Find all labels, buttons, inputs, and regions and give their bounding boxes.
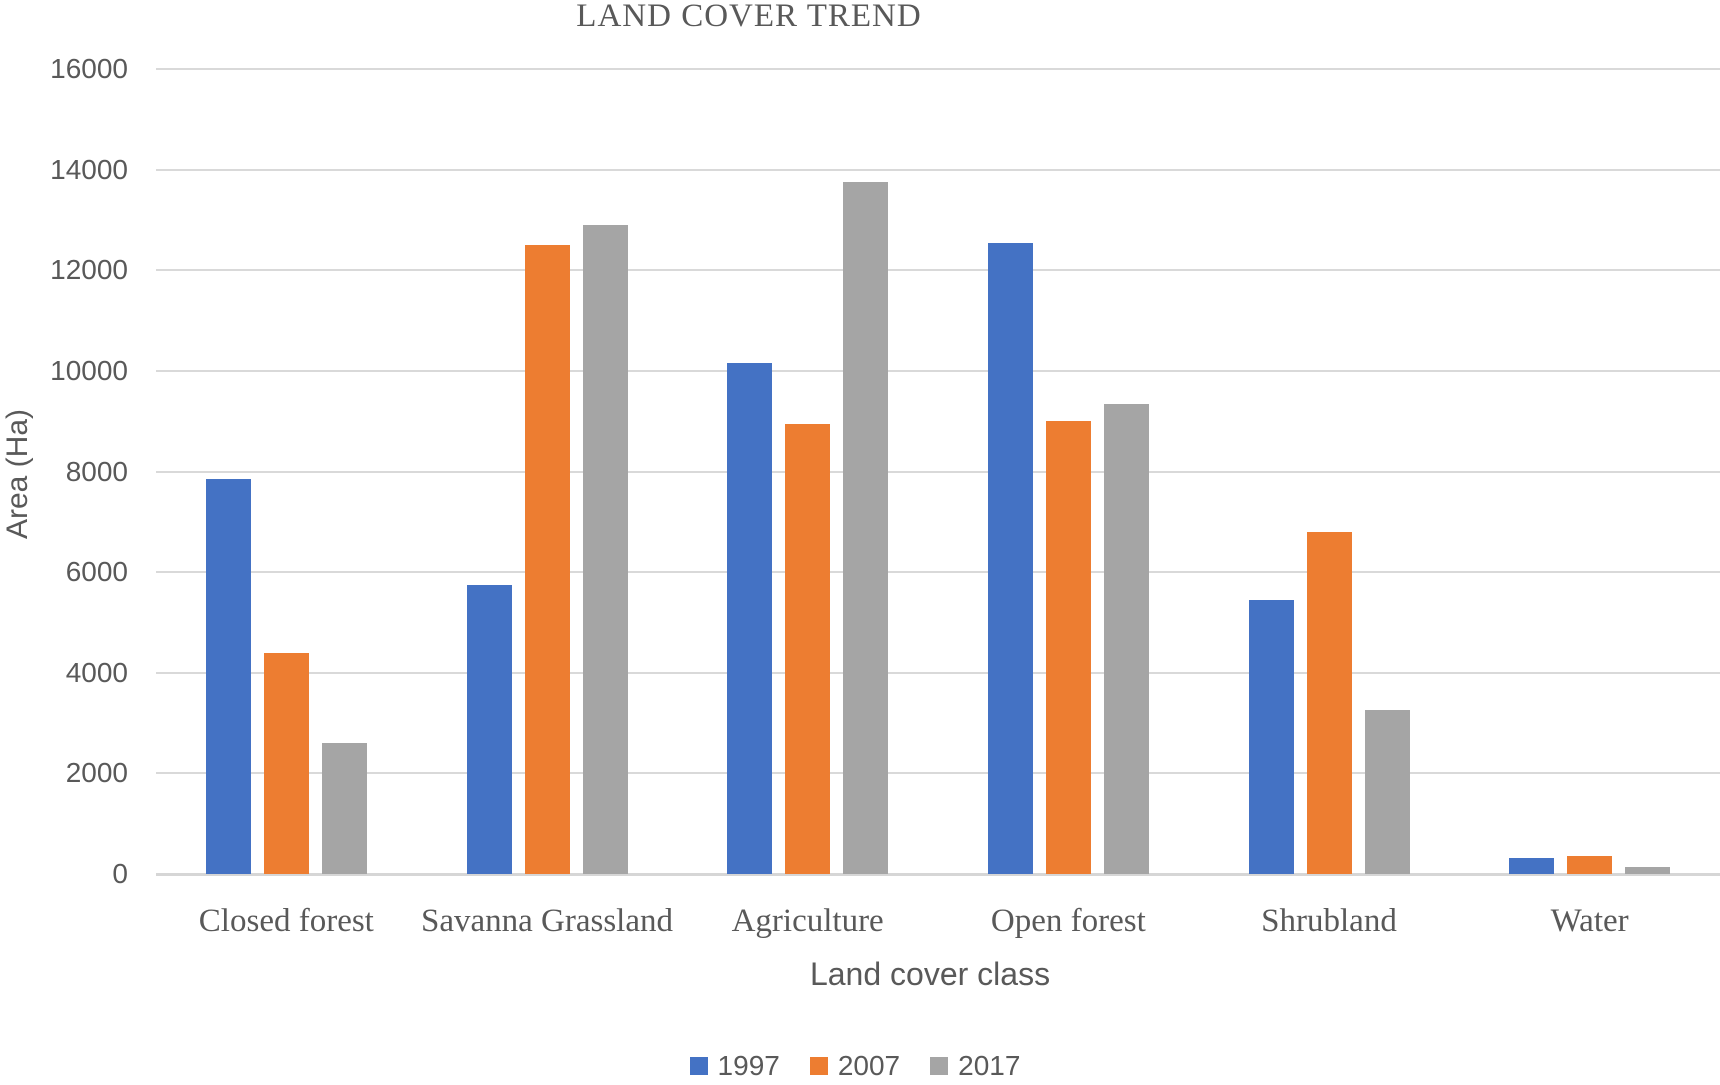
- x-axis-line: [156, 873, 1720, 876]
- x-axis-title: Land cover class: [809, 956, 1051, 992]
- gridline-14000: [156, 168, 1720, 171]
- y-tick-label-4000: 4000: [65, 656, 128, 688]
- bar-1997-shrubland: [1248, 600, 1294, 874]
- bar-group-shrubland: [1248, 532, 1410, 874]
- bar-2017-water: [1625, 867, 1671, 874]
- gridline-12000: [156, 269, 1720, 272]
- bar-2017-shrubland: [1364, 710, 1410, 874]
- bar-group-closed-forest: [205, 479, 367, 874]
- x-category-label-open-forest: Open forest: [990, 903, 1146, 939]
- bar-2007-water: [1567, 856, 1613, 874]
- y-tick-label-8000: 8000: [65, 455, 128, 487]
- y-tick-label-0: 0: [112, 858, 128, 889]
- y-tick-label-14000: 14000: [50, 153, 128, 185]
- bar-2007-shrubland: [1306, 532, 1352, 874]
- bar-group-open-forest: [987, 243, 1149, 874]
- gridline-16000: [156, 68, 1720, 70]
- bar-2007-open-forest: [1045, 421, 1091, 874]
- legend-item-2017: 2017: [930, 1050, 1020, 1082]
- y-tick-label-6000: 6000: [65, 556, 128, 588]
- bar-2007-closed-forest: [263, 653, 309, 874]
- legend-label-2017: 2017: [958, 1050, 1021, 1081]
- bar-2007-savanna-grassland: [524, 245, 570, 874]
- gridline-2000: [156, 772, 1720, 775]
- bar-1997-closed-forest: [205, 479, 251, 874]
- y-tick-label-2000: 2000: [65, 757, 128, 789]
- legend-swatch-2007: [809, 1057, 828, 1075]
- y-tick-label-16000: 16000: [50, 53, 128, 84]
- x-category-label-agriculture: Agriculture: [731, 903, 884, 939]
- gridline-6000: [156, 571, 1720, 574]
- bar-1997-water: [1509, 858, 1555, 874]
- x-category-label-water: Water: [1550, 903, 1629, 939]
- bar-2007-agriculture: [785, 424, 831, 874]
- bar-2017-agriculture: [843, 182, 889, 874]
- bar-2017-open-forest: [1103, 404, 1149, 874]
- y-tick-label-10000: 10000: [50, 354, 128, 386]
- legend-item-2007: 2007: [809, 1050, 901, 1082]
- legend-label-1997: 1997: [717, 1050, 780, 1081]
- bar-group-water: [1509, 856, 1671, 874]
- legend-label-2007: 2007: [837, 1050, 901, 1081]
- bar-group-savanna-grassland: [466, 225, 628, 874]
- x-category-label-closed-forest: Closed forest: [198, 903, 374, 939]
- gridline-8000: [156, 470, 1720, 473]
- gridline-4000: [156, 671, 1720, 674]
- y-tick-label-12000: 12000: [50, 254, 128, 286]
- legend-swatch-1997: [689, 1057, 708, 1075]
- x-category-label-savanna-grassland: Savanna Grassland: [420, 903, 673, 939]
- bar-group-agriculture: [727, 182, 889, 874]
- bar-2017-closed-forest: [321, 743, 367, 874]
- gridline-10000: [156, 369, 1720, 372]
- bar-1997-agriculture: [727, 363, 773, 874]
- bar-1997-savanna-grassland: [466, 585, 512, 874]
- legend-swatch-2017: [930, 1057, 949, 1075]
- plot-area: [156, 68, 1720, 876]
- legend-item-1997: 1997: [689, 1050, 780, 1082]
- chart-title: LAND COVER TREND: [576, 0, 922, 34]
- bar-2017-savanna-grassland: [582, 225, 628, 874]
- chart-legend: 1997 2007 2017: [0, 1050, 1710, 1082]
- x-category-label-shrubland: Shrubland: [1261, 903, 1397, 939]
- bar-1997-open-forest: [987, 243, 1033, 874]
